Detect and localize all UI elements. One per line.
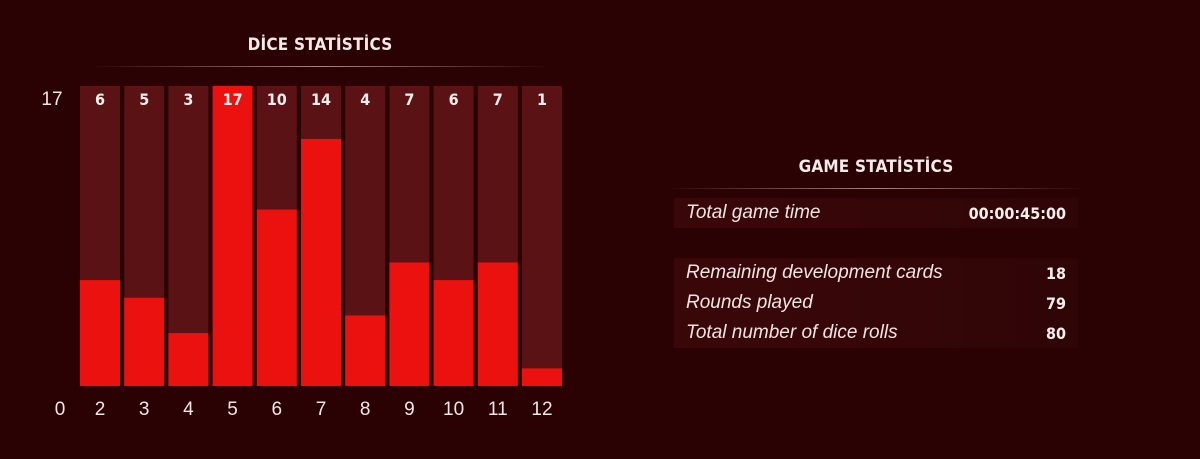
bar-11: [477, 262, 518, 386]
bar-count-label-11: 7: [493, 90, 503, 109]
game-statistics-table: Total game time 00:00:45:00 Remaining de…: [674, 198, 1078, 348]
bar-8: [345, 315, 386, 386]
bar-4: [168, 333, 209, 386]
x-tick-label-8: 8: [360, 399, 371, 420]
x-tick-label-5: 5: [227, 399, 238, 420]
x-tick-label-10: 10: [443, 399, 464, 420]
stat-row-rounds-played: Rounds played 79: [674, 288, 1078, 318]
bar-count-label-10: 6: [449, 90, 459, 109]
stat-row-remaining-development-cards: Remaining development cards 18: [674, 258, 1078, 288]
stat-value: 18: [1045, 263, 1066, 283]
bar-3: [124, 297, 165, 386]
x-tick-label-3: 3: [139, 399, 150, 420]
bar-count-label-4: 3: [183, 90, 193, 109]
game-statistics-title: GAME STATİSTİCS: [798, 157, 954, 177]
bar-9: [389, 262, 430, 386]
x-tick-label-12: 12: [531, 399, 552, 420]
dice-statistics-title: DİCE STATİSTİCS: [247, 35, 393, 55]
bar-2: [80, 280, 120, 386]
x-tick-label-11: 11: [488, 399, 508, 420]
game-title-divider: [666, 188, 1086, 189]
stat-label: Total game time: [686, 202, 821, 223]
bar-count-label-8: 4: [360, 90, 370, 109]
bar-track-12: [522, 86, 562, 386]
x-tick-label-7: 7: [316, 399, 327, 420]
dice-title-divider: [90, 66, 550, 67]
stat-value: 00:00:45:00: [968, 203, 1066, 223]
bar-12: [522, 368, 562, 386]
bar-count-label-2: 6: [95, 90, 105, 109]
bar-6: [256, 209, 297, 386]
bar-count-label-7: 14: [311, 90, 331, 109]
x-tick-label-6: 6: [272, 399, 283, 420]
stat-label: Rounds played: [686, 292, 813, 313]
stat-label: Remaining development cards: [686, 262, 943, 283]
stat-value: 79: [1045, 293, 1066, 313]
stat-row-total-game-time: Total game time 00:00:45:00: [674, 198, 1078, 228]
y-axis-max-label: 17: [41, 89, 62, 110]
bar-count-label-9: 7: [404, 90, 414, 109]
bar-5: [212, 86, 253, 386]
stat-row-total-dice-rolls: Total number of dice rolls 80: [674, 318, 1078, 348]
bar-count-label-3: 5: [139, 90, 149, 109]
bar-7: [301, 138, 341, 386]
bar-count-label-12: 1: [537, 90, 547, 109]
y-axis-min-label: 0: [55, 399, 66, 420]
stat-label: Total number of dice rolls: [686, 322, 898, 343]
x-tick-label-4: 4: [183, 399, 194, 420]
x-tick-label-2: 2: [95, 399, 106, 420]
bar-count-label-5: 17: [223, 90, 243, 109]
bar-10: [433, 280, 474, 386]
x-tick-label-9: 9: [404, 399, 415, 420]
stat-value: 80: [1045, 323, 1066, 343]
bar-count-label-6: 10: [267, 90, 287, 109]
